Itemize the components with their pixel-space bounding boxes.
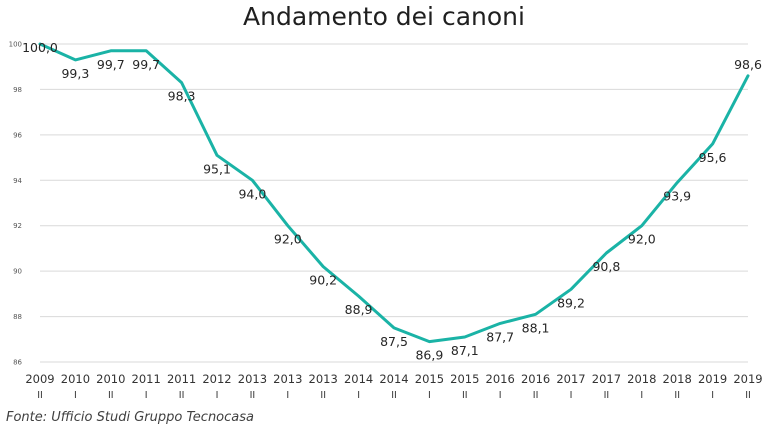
y-tick-label: 94 [13, 177, 22, 185]
x-tick-year: 2010 [61, 372, 90, 386]
x-tick-year: 2014 [344, 372, 373, 386]
x-tick-year: 2017 [556, 372, 585, 386]
data-label: 94,0 [238, 186, 266, 201]
x-tick-half: II [674, 390, 680, 401]
gridlines [40, 43, 748, 363]
data-label: 90,2 [309, 273, 337, 288]
x-tick-half: I [499, 390, 502, 401]
x-tick-year: 2012 [202, 372, 231, 386]
x-tick-half: II [320, 390, 326, 401]
x-tick-year: 2014 [379, 372, 408, 386]
x-tick-half: II [391, 390, 397, 401]
x-tick-half: II [604, 390, 610, 401]
source-note: Fonte: Ufficio Studi Gruppo Tecnocasa [6, 410, 254, 425]
x-tick-half: II [179, 390, 185, 401]
data-label: 88,1 [522, 320, 550, 335]
y-tick-label: 100 [9, 41, 22, 49]
data-label: 98,6 [734, 57, 762, 72]
x-tick-half: II [250, 390, 256, 401]
data-label: 87,1 [451, 343, 479, 358]
data-label: 92,0 [274, 232, 302, 247]
data-label: 89,2 [557, 295, 585, 310]
x-tick-half: II [533, 390, 539, 401]
x-tick-year: 2011 [167, 372, 196, 386]
x-tick-half: II [108, 390, 114, 401]
y-tick-label: 90 [13, 268, 22, 276]
x-tick-half: I [428, 390, 431, 401]
x-tick-half: I [711, 390, 714, 401]
data-label: 100,0 [22, 40, 58, 55]
y-axis: 86 88 90 92 94 96 98 100 [9, 41, 23, 367]
x-tick-year: 2010 [96, 372, 125, 386]
x-tick-half: II [745, 390, 751, 401]
x-tick-year: 2019 [733, 372, 762, 386]
x-tick-year: 2013 [273, 372, 302, 386]
data-label: 87,7 [486, 329, 514, 344]
x-tick-half: II [462, 390, 468, 401]
x-axis: 2009II2010I2010II2011I2011II2012I2013II2… [25, 372, 762, 401]
x-tick-half: I [640, 390, 643, 401]
x-tick-year: 2018 [627, 372, 656, 386]
series-line-group [38, 42, 750, 344]
x-tick-year: 2015 [415, 372, 444, 386]
data-label: 86,9 [415, 348, 443, 363]
data-label: 92,0 [628, 232, 656, 247]
series-line [38, 42, 750, 344]
x-tick-year: 2011 [132, 372, 161, 386]
x-tick-year: 2015 [450, 372, 479, 386]
data-label: 90,8 [592, 259, 620, 274]
data-label: 95,6 [699, 150, 727, 165]
data-label: 99,7 [97, 57, 125, 72]
x-tick-half: II [37, 390, 43, 401]
x-tick-half: I [216, 390, 219, 401]
x-tick-half: I [357, 390, 360, 401]
data-label: 87,5 [380, 334, 408, 349]
y-tick-label: 92 [13, 222, 22, 230]
x-tick-year: 2013 [309, 372, 338, 386]
x-tick-year: 2009 [25, 372, 54, 386]
y-tick-label: 98 [13, 86, 22, 94]
x-tick-year: 2013 [238, 372, 267, 386]
y-tick-label: 86 [13, 359, 22, 367]
x-tick-year: 2018 [663, 372, 692, 386]
x-tick-half: I [570, 390, 573, 401]
x-tick-year: 2017 [592, 372, 621, 386]
y-tick-label: 96 [13, 131, 22, 139]
data-labels: 100,099,3 99,7 99,7 98,3 95,1 94,0 92,0 90,2 88,… [22, 40, 762, 363]
x-tick-half: I [286, 390, 289, 401]
x-tick-half: I [74, 390, 77, 401]
y-tick-label: 88 [13, 313, 22, 321]
data-label: 99,7 [132, 57, 160, 72]
data-label: 95,1 [203, 161, 231, 176]
data-label: 93,9 [663, 189, 691, 204]
x-tick-year: 2016 [521, 372, 550, 386]
data-label: 88,9 [345, 302, 373, 317]
x-tick-year: 2019 [698, 372, 727, 386]
data-label: 98,3 [168, 89, 196, 104]
x-tick-year: 2016 [486, 372, 515, 386]
chart-title: Andamento dei canoni [243, 2, 525, 31]
data-label: 99,3 [61, 66, 89, 81]
x-tick-half: I [145, 390, 148, 401]
